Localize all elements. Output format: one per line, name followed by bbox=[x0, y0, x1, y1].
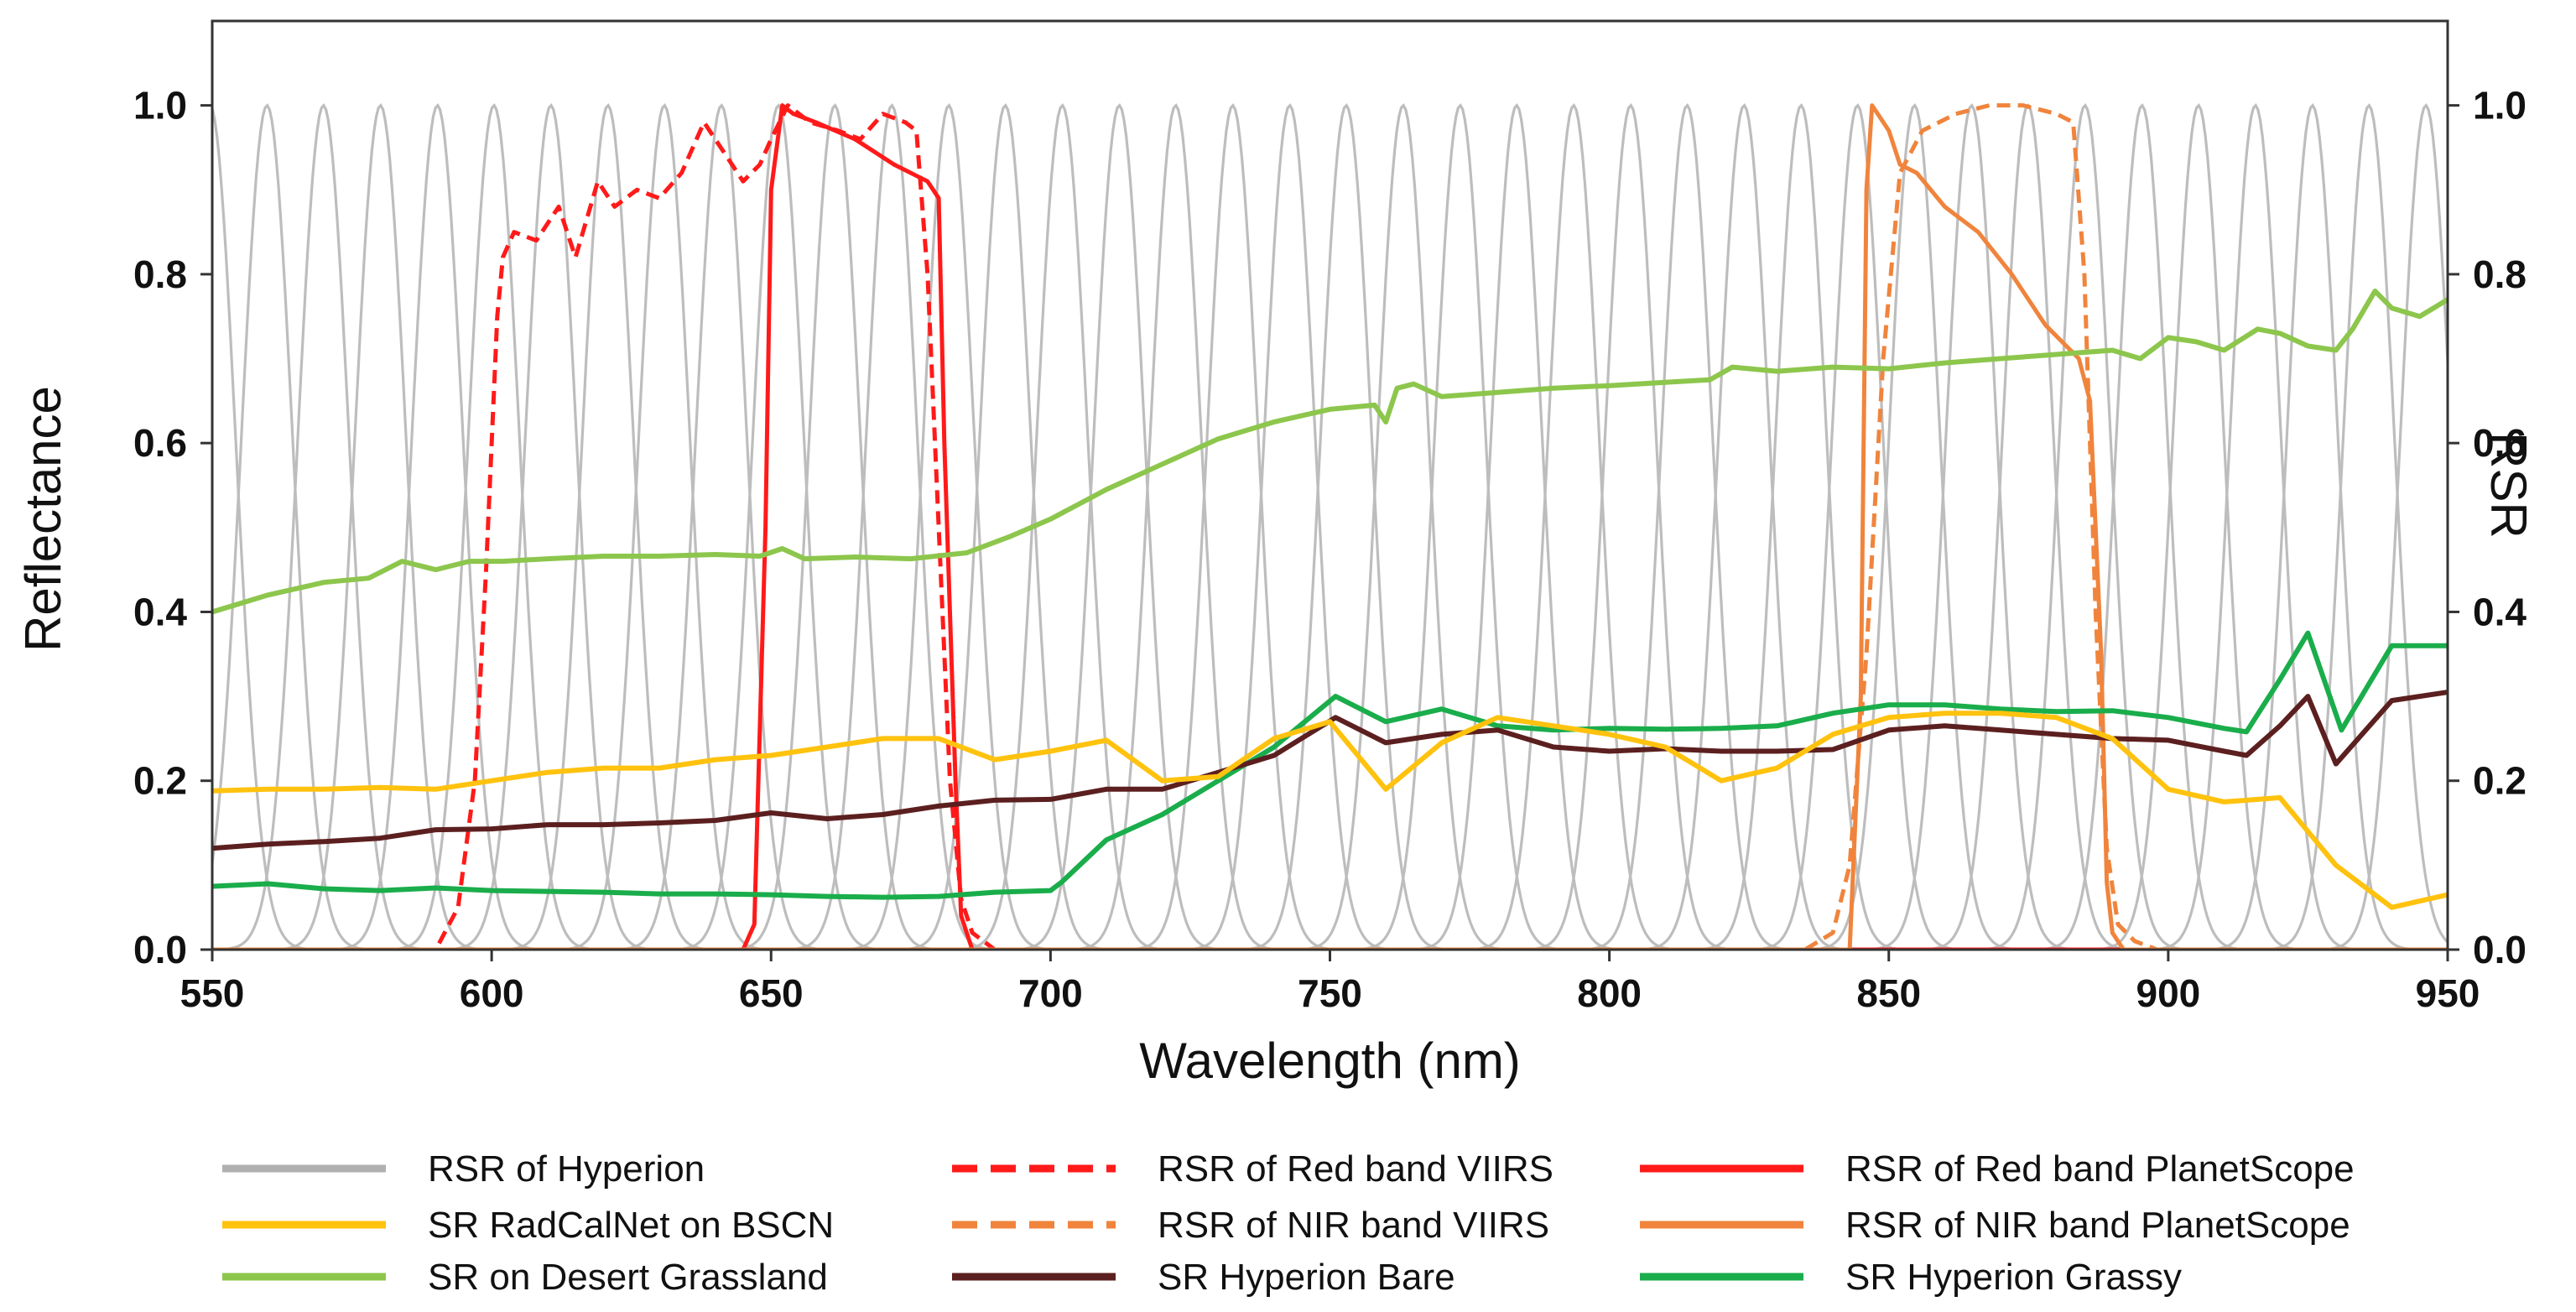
legend-label: RSR of Red band PlanetScope bbox=[1845, 1148, 2355, 1190]
series-sr-on-desert-grassland bbox=[212, 289, 2448, 615]
legend-item: RSR of NIR band PlanetScope bbox=[1640, 1205, 2350, 1246]
hyperion-rsr-band-36 bbox=[2095, 102, 2300, 950]
series-rsr-of-nir-band-planetscope bbox=[212, 103, 2448, 950]
hyperion-rsr-band-18 bbox=[1073, 103, 1278, 950]
hyperion-rsr-band-20 bbox=[1187, 103, 1391, 950]
x-tick-label: 600 bbox=[460, 971, 524, 1015]
y2-tick-label: 1.0 bbox=[2473, 84, 2527, 128]
legend-label: SR Hyperion Bare bbox=[1158, 1257, 1455, 1298]
legend-item: RSR of NIR band VIIRS bbox=[952, 1205, 1549, 1246]
x-tick-label: 950 bbox=[2416, 971, 2480, 1015]
hyperion-rsr-band-5 bbox=[335, 103, 539, 950]
legend-item: SR on Desert Grassland bbox=[222, 1257, 828, 1298]
hyperion-rsr-band-34 bbox=[1982, 103, 2187, 950]
x-tick-label: 650 bbox=[739, 971, 804, 1015]
legend: RSR of Hyperion RSR of Red band VIIRS RSR … bbox=[222, 1148, 2355, 1298]
y-tick-label: 0.0 bbox=[133, 928, 187, 971]
hyperion-rsr-band-15 bbox=[903, 103, 1106, 950]
hyperion-rsr-band-16 bbox=[959, 102, 1163, 950]
series-sr-radcalnet-on-bscn bbox=[212, 711, 2448, 910]
hyperion-rsr-band-30 bbox=[1755, 103, 1959, 950]
hyperion-rsr-band-14 bbox=[846, 103, 1050, 950]
legend-item: RSR of Hyperion bbox=[222, 1148, 705, 1190]
x-tick-label: 800 bbox=[1577, 971, 1642, 1015]
hyperion-rsr-layer bbox=[212, 102, 2448, 950]
hyperion-rsr-band-38 bbox=[2209, 102, 2414, 950]
y-tick-label: 1.0 bbox=[133, 84, 187, 128]
legend-label: SR RadCalNet on BSCN bbox=[428, 1205, 834, 1246]
series-layer bbox=[212, 103, 2448, 950]
hyperion-rsr-band-10 bbox=[618, 102, 823, 950]
hyperion-rsr-band-12 bbox=[731, 103, 936, 950]
x-tick-label: 550 bbox=[180, 971, 245, 1015]
y2-tick-label: 0.0 bbox=[2473, 928, 2527, 971]
hyperion-rsr-band-39 bbox=[2266, 102, 2448, 950]
x-tick-label: 850 bbox=[1856, 971, 1921, 1015]
hyperion-rsr-band-35 bbox=[2039, 102, 2243, 950]
y-axis-title: Reflectance bbox=[15, 386, 71, 652]
y2-tick-label: 0.4 bbox=[2473, 590, 2527, 633]
hyperion-rsr-band-40 bbox=[2323, 103, 2448, 950]
hyperion-rsr-band-29 bbox=[1698, 103, 1902, 950]
legend-label: SR on Desert Grassland bbox=[428, 1257, 828, 1298]
hyperion-rsr-band-25 bbox=[1470, 102, 1675, 950]
hyperion-rsr-band-32 bbox=[1868, 102, 2073, 950]
hyperion-rsr-band-22 bbox=[1300, 102, 1505, 950]
hyperion-rsr-band-19 bbox=[1130, 102, 1335, 950]
hyperion-rsr-band-13 bbox=[788, 102, 993, 950]
legend-label: SR Hyperion Grassy bbox=[1845, 1257, 2182, 1298]
hyperion-rsr-band-8 bbox=[505, 103, 710, 950]
series-sr-hyperion-grassy bbox=[212, 630, 2448, 900]
series-rsr-of-red-band-viirs bbox=[212, 103, 2448, 950]
legend-label: RSR of Red band VIIRS bbox=[1158, 1148, 1553, 1190]
legend-item: RSR of Red band PlanetScope bbox=[1640, 1148, 2355, 1190]
x-tick-label: 900 bbox=[2136, 971, 2201, 1015]
x-tick-label: 700 bbox=[1018, 971, 1083, 1015]
legend-label: RSR of Hyperion bbox=[428, 1148, 705, 1190]
y-tick-label: 0.2 bbox=[133, 759, 187, 803]
y-tick-label: 0.8 bbox=[133, 253, 187, 296]
series-sr-hyperion-bare bbox=[212, 690, 2448, 851]
hyperion-rsr-band-9 bbox=[561, 103, 766, 950]
hyperion-rsr-band-3 bbox=[221, 102, 425, 950]
hyperion-rsr-band-17 bbox=[1016, 103, 1220, 950]
hyperion-rsr-band-31 bbox=[1812, 103, 2016, 950]
legend-label: RSR of NIR band PlanetScope bbox=[1845, 1205, 2350, 1246]
hyperion-rsr-band-23 bbox=[1357, 103, 1562, 950]
y-tick-label: 0.6 bbox=[133, 421, 187, 465]
x-axis-title: Wavelength (nm) bbox=[1139, 1033, 1521, 1089]
hyperion-rsr-band-2 bbox=[212, 103, 368, 950]
y2-tick-label: 0.8 bbox=[2473, 253, 2527, 296]
x-tick-label: 750 bbox=[1298, 971, 1362, 1015]
hyperion-rsr-band-26 bbox=[1527, 103, 1732, 950]
hyperion-rsr-band-27 bbox=[1584, 103, 1788, 950]
legend-item: RSR of Red band VIIRS bbox=[952, 1148, 1553, 1190]
y2-axis-title: RSR bbox=[2480, 432, 2537, 539]
ticks-layer: 550 600 650 700 750 800 850 900 9500.00.20.40.60… bbox=[133, 84, 2527, 1015]
series-rsr-of-red-band-planetscope bbox=[212, 103, 2448, 950]
y2-tick-label: 0.6 bbox=[2473, 421, 2527, 465]
y2-tick-label: 0.2 bbox=[2473, 759, 2527, 803]
legend-item: SR Hyperion Bare bbox=[952, 1257, 1455, 1298]
legend-item: SR Hyperion Grassy bbox=[1640, 1257, 2182, 1298]
series-rsr-of-nir-band-viirs bbox=[212, 103, 2448, 950]
hyperion-rsr-band-24 bbox=[1413, 103, 1618, 950]
hyperion-rsr-band-6 bbox=[391, 103, 596, 950]
hyperion-rsr-band-21 bbox=[1243, 103, 1448, 950]
hyperion-rsr-band-28 bbox=[1641, 103, 1845, 950]
legend-item: SR RadCalNet on BSCN bbox=[222, 1205, 834, 1246]
legend-label: RSR of NIR band VIIRS bbox=[1158, 1205, 1549, 1246]
hyperion-rsr-band-37 bbox=[2152, 103, 2357, 950]
hyperion-rsr-band-7 bbox=[448, 103, 653, 950]
hyperion-rsr-band-1 bbox=[212, 106, 311, 950]
y-tick-label: 0.4 bbox=[133, 590, 187, 633]
hyperion-rsr-band-11 bbox=[675, 103, 880, 950]
hyperion-rsr-band-4 bbox=[278, 103, 481, 950]
